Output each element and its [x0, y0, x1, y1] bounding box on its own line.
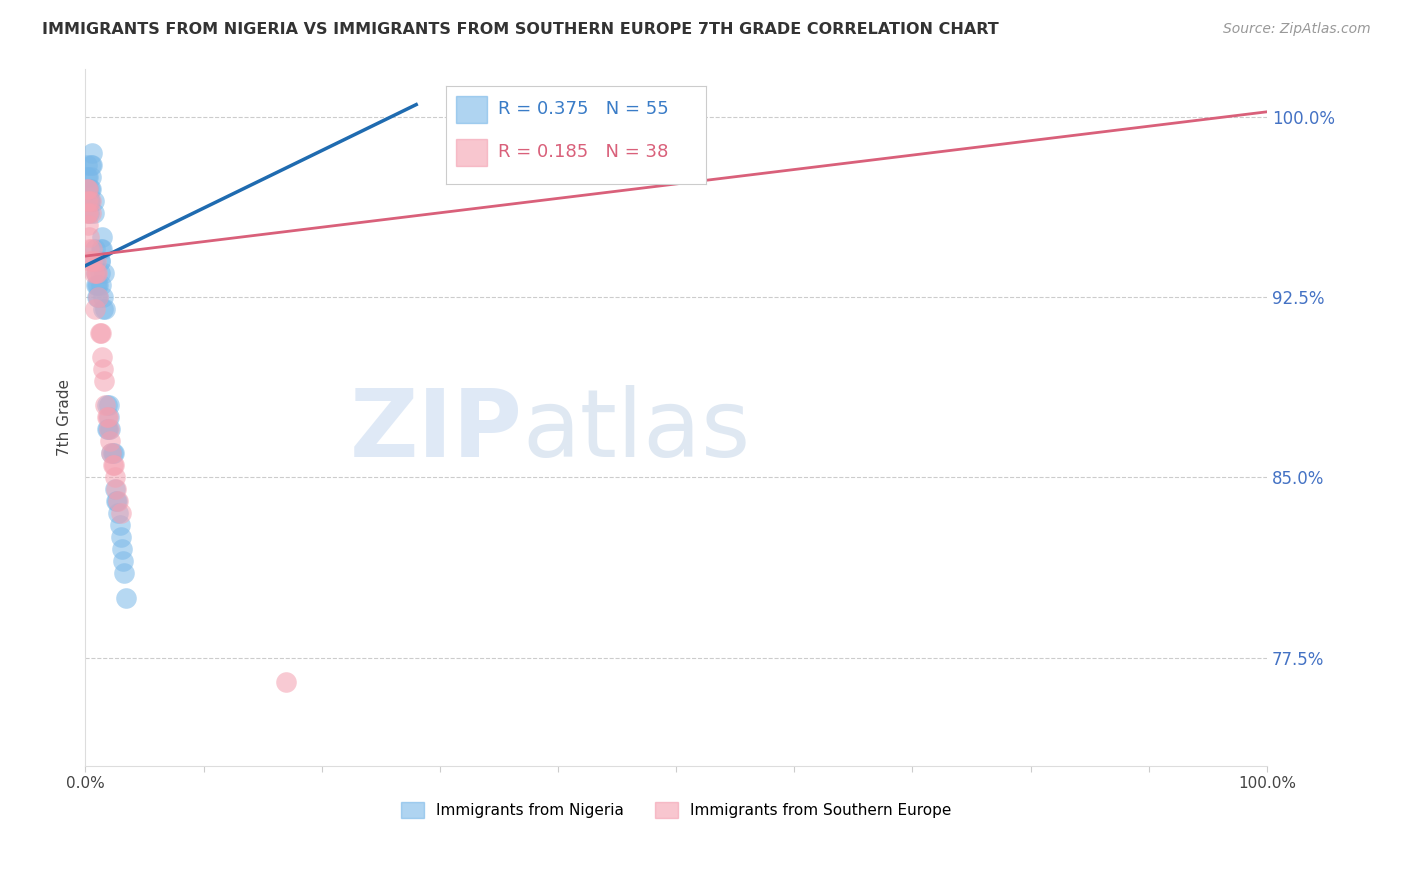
- Immigrants from Nigeria: [89, 253, 111, 268]
- Immigrants from Nigeria: [79, 194, 101, 208]
- Immigrants from Nigeria: [87, 277, 110, 292]
- Immigrants from Nigeria: [76, 169, 98, 184]
- Text: Source: ZipAtlas.com: Source: ZipAtlas.com: [1223, 22, 1371, 37]
- Immigrants from Nigeria: [108, 518, 131, 533]
- Immigrants from Southern Europe: [80, 194, 103, 208]
- Immigrants from Southern Europe: [105, 483, 128, 497]
- Immigrants from Nigeria: [96, 398, 118, 412]
- Immigrants from Nigeria: [112, 566, 135, 581]
- Immigrants from Nigeria: [82, 158, 104, 172]
- Immigrants from Nigeria: [83, 194, 105, 208]
- Immigrants from Nigeria: [103, 446, 125, 460]
- Immigrants from Nigeria: [86, 290, 108, 304]
- Immigrants from Southern Europe: [96, 410, 118, 425]
- Text: atlas: atlas: [523, 385, 751, 477]
- Immigrants from Nigeria: [96, 422, 118, 436]
- Immigrants from Nigeria: [90, 230, 112, 244]
- Immigrants from Nigeria: [98, 398, 121, 412]
- Immigrants from Southern Europe: [77, 194, 100, 208]
- Immigrants from Southern Europe: [80, 206, 103, 220]
- Immigrants from Nigeria: [90, 277, 112, 292]
- Immigrants from Southern Europe: [77, 230, 100, 244]
- Immigrants from Southern Europe: [79, 253, 101, 268]
- Immigrants from Nigeria: [107, 507, 129, 521]
- Immigrants from Southern Europe: [104, 470, 127, 484]
- Immigrants from Southern Europe: [87, 290, 110, 304]
- Immigrants from Nigeria: [77, 194, 100, 208]
- Immigrants from Southern Europe: [101, 458, 124, 473]
- Immigrants from Nigeria: [111, 542, 134, 557]
- Immigrants from Southern Europe: [107, 494, 129, 508]
- Immigrants from Nigeria: [83, 242, 105, 256]
- Immigrants from Nigeria: [80, 169, 103, 184]
- Immigrants from Southern Europe: [84, 253, 107, 268]
- Immigrants from Nigeria: [76, 182, 98, 196]
- Immigrants from Nigeria: [90, 242, 112, 256]
- Immigrants from Nigeria: [93, 266, 115, 280]
- Immigrants from Nigeria: [84, 266, 107, 280]
- Immigrants from Southern Europe: [82, 253, 104, 268]
- Immigrants from Southern Europe: [94, 398, 117, 412]
- Immigrants from Southern Europe: [76, 206, 98, 220]
- Immigrants from Southern Europe: [86, 266, 108, 280]
- Immigrants from Nigeria: [84, 277, 107, 292]
- Immigrants from Nigeria: [91, 301, 114, 316]
- Immigrants from Southern Europe: [90, 326, 112, 340]
- Immigrants from Nigeria: [79, 182, 101, 196]
- Text: ZIP: ZIP: [350, 385, 523, 477]
- Immigrants from Southern Europe: [100, 446, 122, 460]
- Immigrants from Southern Europe: [110, 507, 132, 521]
- Immigrants from Nigeria: [76, 169, 98, 184]
- Immigrants from Nigeria: [488, 110, 510, 124]
- Immigrants from Nigeria: [104, 483, 127, 497]
- Immigrants from Southern Europe: [84, 266, 107, 280]
- Immigrants from Nigeria: [98, 410, 121, 425]
- Immigrants from Nigeria: [105, 494, 128, 508]
- Immigrants from Southern Europe: [83, 301, 105, 316]
- Immigrants from Nigeria: [82, 145, 104, 160]
- Immigrants from Nigeria: [80, 182, 103, 196]
- Immigrants from Nigeria: [105, 494, 128, 508]
- Immigrants from Nigeria: [112, 554, 135, 568]
- Immigrants from Nigeria: [110, 530, 132, 544]
- Immigrants from Nigeria: [76, 158, 98, 172]
- Immigrants from Nigeria: [100, 446, 122, 460]
- Immigrants from Southern Europe: [77, 242, 100, 256]
- Immigrants from Nigeria: [76, 182, 98, 196]
- Immigrants from Nigeria: [114, 591, 136, 605]
- Immigrants from Southern Europe: [98, 422, 121, 436]
- Immigrants from Southern Europe: [97, 410, 120, 425]
- Immigrants from Nigeria: [87, 290, 110, 304]
- Text: IMMIGRANTS FROM NIGERIA VS IMMIGRANTS FROM SOUTHERN EUROPE 7TH GRADE CORRELATION: IMMIGRANTS FROM NIGERIA VS IMMIGRANTS FR…: [42, 22, 998, 37]
- Immigrants from Nigeria: [97, 422, 120, 436]
- Immigrants from Nigeria: [101, 446, 124, 460]
- Immigrants from Southern Europe: [276, 674, 298, 689]
- Immigrants from Nigeria: [98, 422, 121, 436]
- Immigrants from Southern Europe: [83, 266, 105, 280]
- Immigrants from Southern Europe: [76, 218, 98, 232]
- Immigrants from Southern Europe: [90, 350, 112, 364]
- Legend: Immigrants from Nigeria, Immigrants from Southern Europe: Immigrants from Nigeria, Immigrants from…: [395, 797, 957, 824]
- Immigrants from Southern Europe: [103, 458, 125, 473]
- Immigrants from Southern Europe: [76, 194, 98, 208]
- Immigrants from Nigeria: [83, 206, 105, 220]
- Immigrants from Southern Europe: [93, 374, 115, 388]
- Immigrants from Nigeria: [94, 301, 117, 316]
- Immigrants from Southern Europe: [82, 242, 104, 256]
- Immigrants from Nigeria: [89, 253, 111, 268]
- Immigrants from Southern Europe: [76, 206, 98, 220]
- Immigrants from Nigeria: [77, 206, 100, 220]
- Immigrants from Southern Europe: [89, 326, 111, 340]
- Immigrants from Nigeria: [83, 253, 105, 268]
- Immigrants from Southern Europe: [76, 182, 98, 196]
- Immigrants from Southern Europe: [91, 362, 114, 376]
- Immigrants from Southern Europe: [76, 182, 98, 196]
- Y-axis label: 7th Grade: 7th Grade: [58, 379, 72, 456]
- Immigrants from Nigeria: [89, 266, 111, 280]
- Immigrants from Nigeria: [80, 158, 103, 172]
- Immigrants from Nigeria: [86, 277, 108, 292]
- Immigrants from Nigeria: [91, 290, 114, 304]
- Immigrants from Nigeria: [90, 242, 112, 256]
- Immigrants from Southern Europe: [98, 434, 121, 449]
